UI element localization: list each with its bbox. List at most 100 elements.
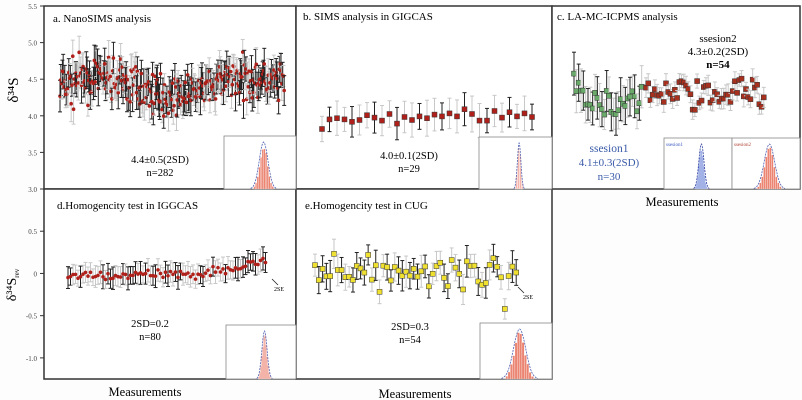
panel-c-inset1-bar	[703, 165, 705, 190]
panel-c-inset2-bar	[767, 148, 770, 190]
data-point	[213, 270, 218, 274]
data-point	[594, 95, 601, 101]
data-point	[414, 273, 421, 280]
data-point	[338, 267, 345, 273]
data-point	[201, 274, 205, 279]
data-point	[645, 80, 651, 87]
panel-d-inset-fit-curve	[256, 330, 273, 379]
panel-c-session2-n: n=54	[706, 59, 730, 71]
data-point	[372, 262, 379, 269]
data-point	[663, 80, 669, 87]
panel-d-n: n=80	[139, 332, 161, 343]
x-axis-label-c: Measurements	[646, 195, 719, 209]
data-point	[361, 269, 368, 276]
data-point	[580, 87, 587, 94]
data-point	[634, 108, 640, 115]
panel-a-inset-bar	[258, 166, 261, 190]
data-point	[399, 273, 406, 279]
data-point	[123, 272, 128, 277]
panel-a-inset-bar	[261, 149, 264, 190]
data-point	[636, 100, 643, 106]
x-axis-label-e: Measurements	[379, 387, 452, 400]
data-point	[219, 75, 223, 79]
data-point	[505, 273, 512, 279]
data-point	[228, 69, 233, 74]
data-point	[243, 264, 248, 269]
data-point	[241, 98, 246, 103]
data-point	[173, 85, 178, 89]
data-point	[418, 268, 425, 275]
data-point	[687, 91, 694, 97]
data-point	[126, 77, 130, 82]
panel-c-inset2-bar	[765, 156, 768, 190]
data-point	[388, 277, 394, 284]
data-point	[394, 120, 400, 127]
panel-c-inset1-bar	[696, 182, 698, 190]
y-tick-label: 3.5	[28, 149, 37, 157]
data-point	[341, 116, 348, 123]
panel-d-inset-bar	[269, 376, 271, 380]
data-point	[319, 126, 325, 132]
data-point	[188, 274, 193, 279]
panel-e-inset-bar	[510, 364, 513, 380]
panel-e-inset-bar	[507, 371, 511, 380]
data-point	[469, 111, 475, 117]
y-ticks-top: 3.0 3.5 4.0 4.5 5.0 5.5	[28, 3, 44, 194]
data-point	[213, 97, 218, 101]
data-point	[168, 269, 173, 274]
data-point	[120, 65, 125, 69]
data-point	[661, 99, 667, 105]
panel-c-inset1-bar	[701, 150, 703, 190]
data-point	[128, 100, 133, 104]
data-point	[231, 268, 235, 273]
data-point	[346, 274, 352, 280]
panel-b-n: n=29	[398, 164, 420, 175]
data-point	[158, 271, 163, 276]
data-point	[106, 55, 111, 60]
data-point	[529, 114, 535, 120]
data-point	[379, 117, 385, 124]
data-point	[191, 272, 195, 277]
panel-c-inset1-bar	[702, 155, 704, 190]
panel-c-inset2-bar	[763, 167, 766, 190]
data-point	[622, 103, 629, 109]
data-point	[734, 90, 740, 96]
data-point	[101, 274, 105, 279]
panel-c-session2-stat: 4.3±0.2(2SD)	[688, 46, 749, 58]
data-point	[258, 258, 263, 263]
data-point	[176, 275, 180, 280]
data-point	[153, 74, 157, 79]
panel-c-inset1-bar	[706, 186, 708, 190]
panel-a-inset-bar	[260, 157, 263, 190]
data-point	[698, 97, 705, 104]
data-point	[448, 257, 455, 263]
data-point	[71, 107, 76, 112]
data-point	[143, 271, 148, 276]
data-point	[371, 114, 378, 121]
data-point	[156, 268, 160, 272]
panel-c-inset1-bar	[705, 182, 707, 190]
data-point	[261, 256, 265, 261]
panel-a-inset-bar	[256, 176, 259, 190]
data-point	[754, 82, 760, 88]
data-point	[319, 266, 326, 272]
data-point	[68, 274, 73, 279]
panel-e-title: e.Homogencity test in CUG	[305, 200, 428, 212]
panel-c-inset2-bar	[779, 186, 782, 190]
panel-c-inset2-bar	[777, 182, 780, 190]
panel-c-session1-stat: 4.1±0.3(2SD)	[579, 157, 640, 169]
data-point	[403, 268, 409, 275]
panel-c-inset1-bar	[695, 186, 697, 190]
panel-c-inset1-bar	[704, 175, 706, 190]
data-point	[244, 67, 248, 71]
data-point	[183, 80, 188, 85]
data-point	[401, 114, 408, 120]
inset-histograms: ssesion1 ssesion2	[223, 135, 801, 380]
panel-a-data	[58, 35, 287, 132]
data-point	[262, 62, 267, 66]
data-point	[153, 274, 158, 278]
panel-b-inset-bar	[521, 182, 523, 190]
data-point	[312, 262, 318, 268]
data-point	[69, 101, 73, 106]
